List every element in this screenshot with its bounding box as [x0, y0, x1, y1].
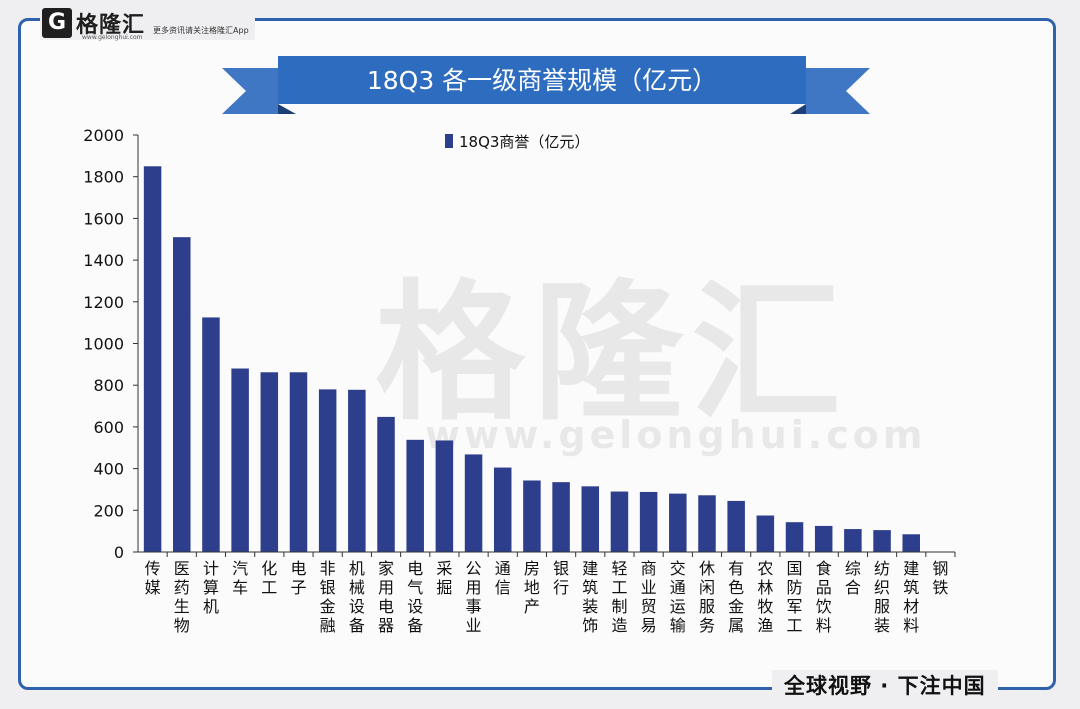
y-tick-label: 1400: [83, 251, 124, 270]
x-tick-label: 公用事业: [466, 559, 482, 635]
ribbon-left-tail: [222, 68, 278, 114]
x-tick-label: 房地产: [524, 559, 540, 616]
bar: [173, 237, 191, 553]
y-axis: 0 200 400 600 800 1000 1200 1400 1600 1800 2000: [83, 126, 139, 562]
x-tick-label: 机械设备: [349, 559, 365, 635]
bar: [260, 372, 279, 552]
bar: [289, 372, 308, 552]
y-tick-label: 200: [93, 501, 124, 520]
logo-name: 格隆汇: [76, 13, 146, 38]
x-tick-label: 休闲服务: [699, 559, 715, 635]
ribbon-right-fold: [790, 104, 806, 114]
x-tick-label: 食品饮料: [816, 559, 832, 635]
x-tick-label: 建筑材料: [903, 559, 919, 635]
x-tick-label: 非银金融: [320, 559, 336, 635]
ribbon-body: [278, 56, 806, 104]
bar: [143, 166, 162, 552]
bar: [873, 530, 891, 552]
bar: [581, 486, 600, 552]
x-tick-label: 汽车: [232, 559, 248, 597]
x-tick-label: 国防军工: [787, 559, 803, 635]
bar: [552, 482, 570, 552]
y-tick-label: 1600: [83, 209, 124, 228]
bar: [406, 439, 424, 552]
bar: [844, 529, 862, 552]
bar: [785, 522, 804, 552]
x-tick-label: 银行: [553, 559, 569, 597]
bar: [202, 317, 220, 552]
x-tick-label: 电子: [290, 559, 306, 597]
bar: [756, 515, 775, 552]
bar: [610, 491, 629, 552]
legend-swatch: [445, 134, 453, 148]
x-tick-label: 纺织服装: [874, 559, 890, 635]
x-tick-label: 综合: [845, 559, 861, 597]
footer-slogan: 全球视野 · 下注中国: [772, 670, 998, 700]
chart-title: 18Q3 各一级商誉规模（亿元）: [367, 66, 717, 95]
bar: [639, 491, 658, 552]
x-tick-label: 钢铁: [932, 559, 948, 597]
logo-mark: G: [42, 8, 72, 38]
watermark-text: 格隆汇: [375, 267, 850, 441]
x-axis: 传媒医药生物计算机汽车化工电子非银金融机械设备家用电器电气设备采掘公用事业通信房…: [138, 551, 956, 635]
x-tick-label: 化工: [261, 559, 277, 597]
legend-label: 18Q3商誉（亿元）: [459, 133, 589, 151]
x-tick-label: 农林牧渔: [757, 559, 773, 635]
title-ribbon: 18Q3 各一级商誉规模（亿元）: [222, 56, 870, 114]
logo-tagline: 更多资讯请关注格隆汇App: [153, 25, 249, 35]
y-tick-label: 0: [114, 543, 124, 562]
y-tick-label: 1200: [83, 293, 124, 312]
x-tick-label: 轻工制造: [611, 559, 627, 635]
bar: [669, 493, 687, 552]
y-tick-label: 2000: [83, 126, 124, 145]
bar: [523, 480, 541, 552]
x-tick-label: 建筑装饰: [582, 559, 598, 635]
x-tick-label: 电气设备: [407, 559, 423, 635]
bar: [435, 440, 454, 552]
logo-url: www.gelonghui.com: [82, 34, 143, 41]
y-tick-label: 400: [93, 460, 124, 479]
x-tick-label: 家用电器: [378, 559, 394, 635]
y-tick-label: 1800: [83, 168, 124, 187]
y-tick-label: 600: [93, 418, 124, 437]
bars: [143, 166, 920, 553]
x-tick-label: 采掘: [436, 559, 452, 597]
y-tick-label: 1000: [83, 335, 124, 354]
bar: [698, 495, 716, 552]
x-tick-label: 传媒: [145, 559, 161, 597]
bar: [814, 525, 833, 552]
x-tick-label: 交通运输: [670, 559, 686, 635]
bar: [727, 500, 745, 552]
x-tick-label: 医药生物: [174, 559, 190, 635]
watermark-url: www.gelonghui.com: [425, 413, 927, 457]
bar: [231, 368, 249, 552]
legend: 18Q3商誉（亿元）: [445, 133, 589, 151]
x-tick-label: 商业贸易: [641, 559, 657, 635]
x-tick-label: 计算机: [203, 559, 219, 616]
logo: G 格隆汇 更多资讯请关注格隆汇App www.gelonghui.com: [40, 6, 255, 41]
x-tick-label: 通信: [495, 559, 511, 597]
bar: [348, 389, 366, 552]
y-tick-label: 800: [93, 376, 124, 395]
bar: [493, 467, 512, 552]
bar: [377, 416, 395, 552]
chart-frame: [18, 18, 1056, 690]
bar: [464, 454, 483, 552]
x-tick-label: 有色金属: [728, 559, 744, 635]
bar: [318, 389, 337, 552]
ribbon-right-tail: [806, 68, 870, 114]
bar: [902, 534, 920, 552]
ribbon-left-fold: [278, 104, 296, 114]
